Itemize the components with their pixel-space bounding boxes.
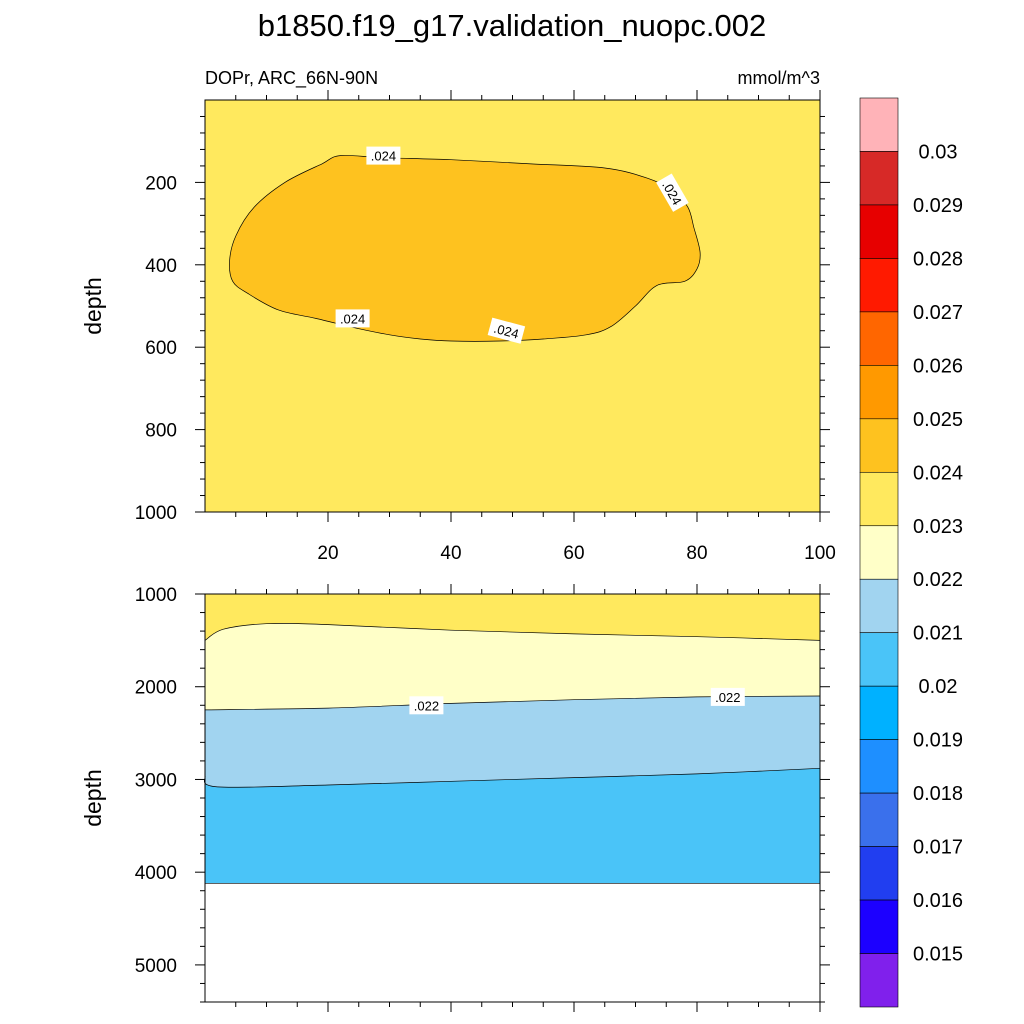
contour-label: .024 — [487, 317, 526, 344]
y-tick-label: 800 — [145, 421, 177, 442]
colorbar-swatch — [859, 471, 899, 527]
colorbar-swatch — [859, 739, 899, 794]
y-axis-label: depth — [80, 277, 106, 335]
band-0.023-0.024 — [205, 594, 820, 641]
colorbar: 0.03 0.029 0.028 0.027 0.026 0.025 0.024 0.023 0… — [859, 97, 963, 1008]
colorbar-swatch — [859, 258, 899, 313]
colorbar-label: 0.021 — [913, 623, 963, 645]
panel-lower: .022 .022 1000 2000 3000 4000 5000 depth — [80, 584, 830, 1012]
colorbar-swatch — [859, 311, 899, 366]
x-tick-label: 100 — [804, 543, 836, 564]
colorbar-label: 0.023 — [913, 516, 963, 538]
contour-label-box — [409, 696, 444, 715]
contour-label-box — [710, 687, 745, 706]
contour-label: .022 — [710, 687, 745, 706]
colorbar-label: 0.028 — [913, 248, 963, 270]
y-tick-label: 5000 — [135, 956, 177, 977]
x-tick-label: 20 — [317, 543, 338, 564]
colorbar-label: 0.022 — [913, 569, 963, 591]
contour-line — [204, 622, 821, 641]
contour-label-box — [656, 173, 689, 212]
band-0.022-0.023 — [205, 623, 820, 710]
colorbar-swatch — [859, 792, 899, 847]
units-label: mmol/m^3 — [738, 68, 820, 88]
colorbar-label: 0.03 — [919, 141, 958, 163]
colorbar-label: 0.024 — [913, 462, 963, 484]
y-tick-label: 4000 — [135, 863, 177, 884]
contour-label: .022 — [409, 696, 444, 715]
colorbar-swatch — [859, 685, 899, 740]
colorbar-swatch — [859, 578, 899, 634]
colorbar-label: 0.019 — [913, 730, 963, 752]
contour-label-box — [366, 146, 401, 165]
colorbar-label: 0.029 — [913, 195, 963, 217]
colorbar-label: 0.018 — [913, 783, 963, 805]
colorbar-label: 0.017 — [913, 837, 963, 859]
colorbar-label: 0.02 — [919, 676, 958, 698]
colorbar-swatch — [859, 899, 899, 954]
y-tick-label: 2000 — [135, 678, 177, 699]
y-tick-label: 1000 — [135, 585, 177, 606]
contour-label-box — [487, 317, 526, 344]
colorbar-swatch — [859, 953, 899, 1008]
contour-label-text: .024 — [492, 321, 520, 342]
colorbar-label: 0.025 — [913, 409, 963, 431]
colorbar-swatch — [859, 525, 899, 580]
subtitle-left: DOPr, ARC_66N-90N — [205, 68, 378, 89]
colorbar-swatch — [859, 204, 899, 259]
band-0.021-0.022 — [204, 696, 821, 788]
contour-label-text: .022 — [715, 690, 740, 705]
y-tick-label: 600 — [145, 338, 177, 359]
chart-title: b1850.f19_g17.validation_nuopc.002 — [258, 8, 767, 43]
y-tick-label: 1000 — [135, 503, 177, 524]
contour-label-text: .022 — [414, 698, 439, 713]
colorbar-swatch — [859, 632, 899, 687]
contour-label-box — [335, 309, 370, 328]
y-tick-label: 400 — [145, 256, 177, 277]
colorbar-swatch — [859, 365, 899, 420]
region-0.024-0.025 — [229, 155, 701, 342]
colorbar-label: 0.026 — [913, 355, 963, 377]
contour-line — [203, 767, 821, 788]
colorbar-label: 0.015 — [913, 944, 963, 966]
colorbar-swatch — [859, 151, 899, 206]
contour-label-text: .024 — [371, 149, 396, 164]
colorbar-swatch — [859, 846, 899, 901]
band-0.020-0.021 — [204, 768, 821, 884]
x-tick-label: 40 — [440, 543, 461, 564]
x-tick-label: 60 — [563, 543, 584, 564]
x-tick-label: 80 — [686, 543, 707, 564]
contour-label-text: .024 — [340, 311, 365, 326]
colorbar-label: 0.016 — [913, 890, 963, 912]
contour-label: .024 — [335, 309, 370, 328]
colorbar-swatch — [859, 418, 899, 473]
contour-label: .024 — [366, 146, 401, 165]
y-tick-label: 200 — [145, 173, 177, 194]
y-axis-label: depth — [80, 769, 106, 827]
y-tick-label: 3000 — [135, 770, 177, 791]
colorbar-label: 0.027 — [913, 302, 963, 324]
colorbar-swatch — [859, 97, 899, 152]
